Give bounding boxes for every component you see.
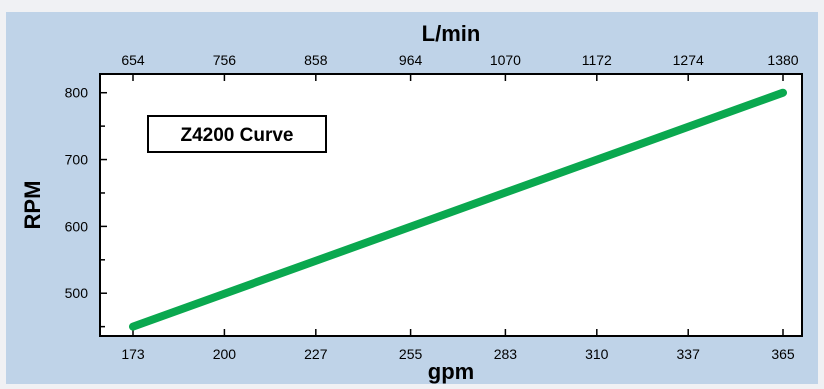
x2-tick-label: 654	[121, 52, 145, 68]
y-tick-label: 700	[65, 152, 89, 168]
y-tick-label: 500	[65, 285, 89, 301]
chart-panel: 173 200 227 255 283 310 337 365 654 756 858 964 1070…	[6, 12, 818, 384]
x-tick-label: 337	[677, 346, 701, 362]
y-tick-label: 800	[65, 85, 89, 101]
series-line	[129, 88, 787, 331]
x2-tick-label: 964	[399, 52, 423, 68]
x-tick-label: 200	[213, 346, 237, 362]
x2-tick-label: 1070	[490, 52, 521, 68]
ticks-layer: 173 200 227 255 283 310 337 365 654 756 858 964 1070…	[65, 52, 799, 362]
x-axis-title: gpm	[428, 359, 474, 384]
x2-tick-label: 1274	[673, 52, 704, 68]
series-label-box: Z4200 Curve	[147, 115, 327, 153]
x-tick-label: 310	[585, 346, 609, 362]
x2-tick-label: 1380	[767, 52, 798, 68]
x2-tick-label: 858	[304, 52, 328, 68]
x2-tick-label: 756	[213, 52, 237, 68]
chart-svg: 173 200 227 255 283 310 337 365 654 756 858 964 1070…	[20, 21, 803, 384]
y-axis-title: RPM	[20, 181, 45, 230]
x-tick-label: 173	[121, 346, 145, 362]
x-tick-label: 283	[494, 346, 518, 362]
x2-tick-label: 1172	[582, 52, 612, 68]
x-tick-label: 227	[304, 346, 328, 362]
series-label-text: Z4200 Curve	[180, 125, 293, 146]
line-layer	[129, 88, 787, 331]
x-tick-label: 255	[399, 346, 423, 362]
top-axis-title: L/min	[422, 21, 481, 46]
x-tick-label: 365	[771, 346, 795, 362]
y-tick-label: 600	[65, 218, 89, 234]
